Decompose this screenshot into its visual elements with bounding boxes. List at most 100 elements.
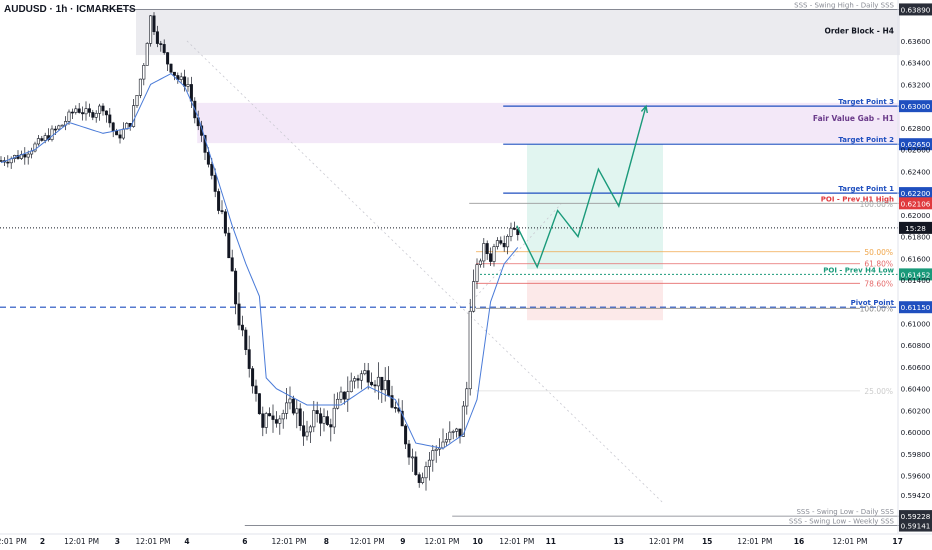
candle-body — [189, 84, 193, 102]
level-label-6: Pivot Point — [851, 299, 895, 307]
price-tag-0 — [899, 3, 932, 16]
candle-body — [448, 431, 452, 440]
fib-label-5: 25.00% — [864, 387, 893, 396]
price-tick-14: 0.60200 — [901, 406, 931, 415]
fib-label-4: 100.00% — [860, 304, 893, 313]
candle-body — [390, 395, 394, 408]
candle-body — [57, 125, 61, 130]
candle-body — [380, 376, 384, 391]
order-block-zone — [136, 9, 900, 56]
candle-body — [461, 405, 465, 437]
time-label-18: 12:01 PM — [737, 537, 772, 546]
candle-body — [183, 76, 187, 87]
candle-body — [455, 428, 459, 432]
candle-body — [336, 398, 340, 409]
candle-body — [166, 52, 170, 65]
candle-body — [322, 416, 326, 424]
candle-body — [339, 391, 343, 400]
time-label-21: 17 — [892, 537, 902, 546]
level-label-8: SSS - Swing Low - Weekly SSS — [789, 518, 895, 526]
candle-body — [376, 376, 380, 387]
level-label-3: Target Point 1 — [838, 185, 894, 193]
candle-body — [312, 410, 316, 428]
time-label-15: 13 — [614, 537, 624, 546]
candle-body — [33, 143, 37, 152]
time-label-8: 8 — [324, 537, 329, 546]
price-tag-text-7: 0.59228 — [901, 512, 931, 521]
candle-body — [251, 368, 255, 387]
profit-zone — [527, 144, 663, 270]
price-tick-3: 0.62800 — [901, 124, 931, 133]
price-tick-9: 0.61400 — [901, 276, 931, 285]
level-label-0: SSS - Swing High - Daily SSS — [794, 1, 894, 9]
candle-body — [43, 135, 47, 141]
candle-body — [264, 413, 268, 428]
candle-body — [319, 413, 323, 424]
price-tick-2: 0.63200 — [901, 80, 931, 89]
candle-body — [179, 76, 183, 80]
time-label-0: 2:01 PM — [0, 537, 27, 546]
candle-body — [278, 418, 282, 424]
candle-body — [431, 450, 435, 461]
price-tick-18: 0.59420 — [901, 491, 931, 500]
time-label-5: 4 — [184, 537, 189, 546]
candle-body — [213, 175, 217, 192]
price-tag-1 — [899, 100, 932, 113]
candle-body — [288, 398, 292, 404]
candle-body — [155, 31, 159, 44]
candle-body — [325, 416, 329, 425]
price-tag-text-2: 0.62650 — [901, 140, 931, 149]
time-label-16: 12:01 PM — [649, 537, 684, 546]
candle-body — [268, 413, 272, 417]
candle-body — [302, 425, 306, 437]
candle-body — [458, 428, 462, 437]
candle-body — [346, 391, 350, 400]
candle-body — [138, 78, 142, 96]
candle-body — [121, 128, 125, 139]
candle-body — [6, 161, 10, 164]
candle-body — [383, 380, 387, 391]
symbol-title: AUDUSD · 1h · ICMARKETS — [4, 4, 136, 15]
time-label-6: 6 — [242, 537, 247, 546]
projection-arrow — [640, 104, 648, 114]
candle-body — [407, 443, 411, 458]
price-tag-text-0: 0.63890 — [901, 5, 931, 14]
candle-body — [421, 477, 425, 483]
current-price-tag-text: 15:28 — [905, 224, 926, 233]
candle-body — [512, 227, 516, 230]
price-tick-16: 0.59800 — [901, 450, 931, 459]
candle-body — [118, 134, 122, 139]
loss-zone — [527, 280, 663, 321]
price-tag-text-5: 0.61452 — [901, 270, 931, 279]
candle-body — [291, 398, 295, 414]
candle-body — [101, 105, 105, 112]
candle-body — [502, 242, 506, 248]
candle-body — [172, 71, 176, 76]
time-label-3: 3 — [115, 537, 120, 546]
candle-body — [227, 232, 231, 259]
candle-body — [145, 43, 149, 66]
candle-body — [230, 257, 234, 272]
candle-body — [104, 110, 108, 116]
candle-body — [84, 108, 88, 115]
candle-body — [427, 459, 431, 467]
candle-body — [489, 253, 493, 262]
time-label-1: 2 — [40, 537, 45, 546]
fib-label-1: 50.00% — [864, 248, 893, 257]
candle-body — [315, 410, 319, 414]
candle-body — [254, 385, 258, 394]
candle-body — [373, 384, 377, 387]
time-label-9: 12:01 PM — [350, 537, 385, 546]
candle-body — [40, 138, 44, 141]
fvg-label: Fair Value Gab - H1 — [813, 114, 894, 123]
time-label-13: 12:01 PM — [499, 537, 534, 546]
candle-body — [247, 349, 251, 369]
candle-body — [53, 128, 57, 131]
candle-body — [298, 408, 302, 427]
candle-body — [308, 426, 312, 433]
price-tag-6 — [899, 301, 932, 314]
candle-body — [74, 108, 78, 113]
price-tick-12: 0.60600 — [901, 363, 931, 372]
